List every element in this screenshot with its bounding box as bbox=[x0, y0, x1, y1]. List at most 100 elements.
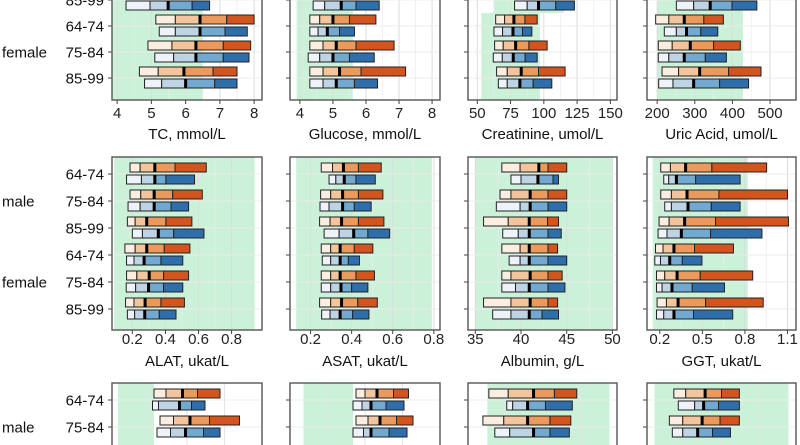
orange-bar-segment bbox=[711, 162, 768, 173]
orange-bar-segment bbox=[718, 189, 788, 200]
blue-bar-segment bbox=[163, 282, 184, 293]
orange-bar-segment bbox=[713, 40, 741, 51]
orange-bar-segment bbox=[165, 216, 193, 227]
blue-bar-segment bbox=[671, 427, 684, 438]
orange-bar-segment bbox=[322, 66, 341, 77]
blue-bar-segment bbox=[501, 282, 517, 293]
x-tick-label: 5 bbox=[147, 105, 155, 122]
median-marker bbox=[181, 389, 184, 398]
blue-bar-segment bbox=[338, 228, 355, 239]
blue-percentile-bar bbox=[126, 255, 184, 266]
median-marker bbox=[331, 53, 335, 62]
orange-percentile-bar bbox=[482, 415, 572, 426]
median-marker bbox=[152, 202, 156, 211]
orange-bar-segment bbox=[510, 297, 531, 308]
blue-bar-segment bbox=[174, 26, 201, 37]
orange-bar-segment bbox=[510, 270, 531, 281]
orange-bar-segment bbox=[126, 270, 138, 281]
orange-percentile-bar bbox=[138, 66, 238, 77]
blue-bar-segment bbox=[501, 52, 514, 63]
blue-bar-segment bbox=[140, 174, 156, 185]
blue-percentile-bar bbox=[654, 255, 703, 266]
blue-percentile-bar bbox=[497, 78, 553, 89]
blue-bar-segment bbox=[506, 78, 521, 89]
median-marker bbox=[692, 79, 696, 88]
median-marker bbox=[198, 27, 202, 36]
orange-bar-segment bbox=[501, 243, 521, 254]
orange-percentile-bar bbox=[658, 216, 789, 227]
blue-percentile-bar bbox=[309, 78, 379, 89]
orange-bar-segment bbox=[357, 162, 382, 173]
blue-percentile-bar bbox=[156, 427, 221, 438]
blue-bar-segment bbox=[519, 78, 534, 89]
x-tick-label: 75 bbox=[502, 105, 519, 122]
median-marker bbox=[527, 310, 531, 319]
blue-bar-segment bbox=[126, 309, 136, 320]
blue-bar-segment bbox=[127, 201, 141, 212]
blue-bar-segment bbox=[508, 255, 521, 266]
panel-frame bbox=[646, 382, 797, 445]
median-marker bbox=[334, 41, 338, 50]
median-marker bbox=[338, 67, 342, 76]
orange-percentile-bar bbox=[124, 243, 191, 254]
x-tick-label: 125 bbox=[565, 105, 590, 122]
blue-percentile-bar bbox=[656, 309, 734, 320]
orange-bar-segment bbox=[658, 216, 670, 227]
median-marker bbox=[153, 163, 157, 172]
orange-bar-segment bbox=[376, 388, 394, 399]
median-marker bbox=[537, 1, 541, 10]
panel-frame bbox=[111, 156, 263, 331]
median-marker bbox=[683, 217, 687, 226]
orange-bar-segment bbox=[694, 243, 734, 254]
orange-bar-segment bbox=[342, 189, 359, 200]
blue-bar-segment bbox=[731, 0, 758, 11]
orange-bar-segment bbox=[670, 189, 688, 200]
panel-albumin: 35 40 45 50 Albumin, g/L bbox=[464, 156, 621, 370]
blue-bar-segment bbox=[340, 282, 353, 293]
blue-bar-segment bbox=[352, 309, 370, 320]
median-marker bbox=[518, 79, 522, 88]
orange-bar-segment bbox=[133, 297, 146, 308]
median-marker bbox=[676, 298, 680, 307]
blue-percentile-bar bbox=[158, 26, 248, 37]
orange-bar-segment bbox=[126, 216, 136, 227]
orange-bar-segment bbox=[153, 189, 174, 200]
x-tick-label: 6 bbox=[181, 105, 189, 122]
orange-percentile-bar bbox=[496, 66, 566, 77]
x-tick-label: 150 bbox=[598, 105, 623, 122]
median-marker bbox=[527, 244, 531, 253]
orange-bar-segment bbox=[319, 297, 332, 308]
orange-bar-segment bbox=[322, 40, 337, 51]
blue-percentile-bar bbox=[501, 282, 566, 293]
orange-percentile-bar bbox=[320, 162, 382, 173]
orange-bar-segment bbox=[174, 14, 201, 25]
orange-bar-segment bbox=[553, 388, 578, 399]
blue-bar-segment bbox=[533, 427, 551, 438]
orange-bar-segment bbox=[668, 14, 685, 25]
median-marker bbox=[166, 1, 170, 10]
panel-row3-col1 bbox=[108, 382, 263, 445]
median-marker bbox=[511, 53, 515, 62]
orange-bar-segment bbox=[501, 270, 512, 281]
orange-bar-segment bbox=[134, 243, 148, 254]
blue-bar-segment bbox=[326, 26, 341, 37]
orange-bar-segment bbox=[682, 415, 703, 426]
orange-bar-segment bbox=[148, 270, 165, 281]
median-marker bbox=[334, 79, 338, 88]
orange-bar-segment bbox=[339, 243, 355, 254]
orange-bar-segment bbox=[496, 66, 508, 77]
x-tick-label: 0.8 bbox=[423, 331, 444, 348]
orange-bar-segment bbox=[501, 162, 521, 173]
orange-bar-segment bbox=[699, 66, 730, 77]
orange-bar-segment bbox=[715, 216, 789, 227]
blue-percentile-bar bbox=[663, 174, 741, 185]
blue-bar-segment bbox=[343, 174, 357, 185]
orange-bar-segment bbox=[683, 14, 705, 25]
orange-bar-segment bbox=[547, 189, 568, 200]
orange-bar-segment bbox=[183, 66, 214, 77]
orange-bar-segment bbox=[547, 162, 568, 173]
median-marker bbox=[152, 190, 156, 199]
blue-bar-segment bbox=[323, 228, 340, 239]
median-marker bbox=[342, 175, 346, 184]
